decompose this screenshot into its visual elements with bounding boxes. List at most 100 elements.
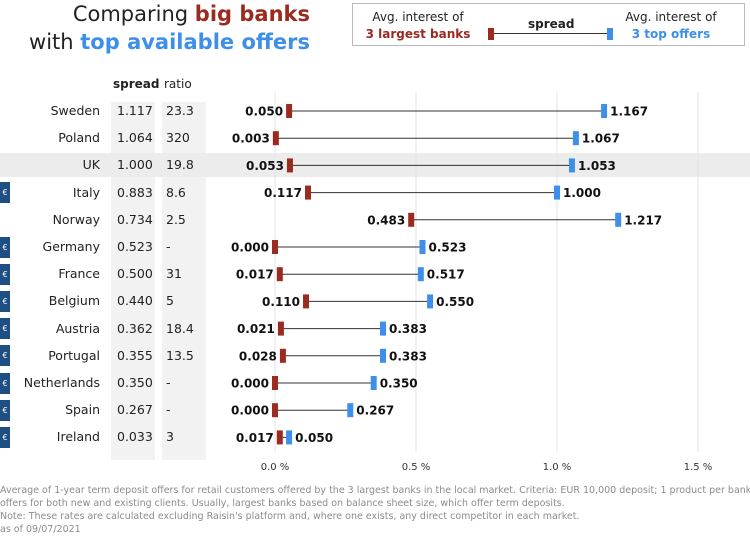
legend-spread: spread: [528, 17, 575, 31]
ratio-value: 18.4: [166, 320, 194, 336]
big-banks-value-label: 0.050: [245, 105, 283, 119]
dumbbell-plot: 0.0 % 0.5 % 1.0 % 1.5 % 0.050 1.167 0.003 1.067…: [231, 92, 713, 473]
country-label: Italy: [72, 184, 100, 200]
big-banks-marker: [277, 321, 284, 336]
top-offers-value-label: 1.000: [563, 186, 601, 200]
big-banks-marker: [304, 185, 311, 200]
big-banks-marker: [286, 158, 293, 173]
big-banks-marker: [276, 430, 283, 445]
x-tick-label: 0.5 %: [402, 462, 431, 473]
spread-column-header: spread: [113, 77, 160, 91]
big-banks-value-label: 0.483: [367, 213, 405, 227]
spread-value: 0.883: [117, 184, 153, 200]
footnote: Average of 1-year term deposit offers fo…: [0, 484, 750, 536]
top-offers-value-label: 1.167: [610, 105, 648, 119]
ratio-value: -: [166, 375, 171, 390]
big-banks-value-label: 0.017: [236, 431, 274, 445]
top-offers-marker: [419, 240, 426, 254]
big-banks-value-label: 0.117: [264, 186, 302, 200]
legend-top-offers-marker: [607, 28, 613, 40]
top-offers-marker: [427, 294, 434, 309]
big-banks-marker: [303, 294, 310, 309]
spread-value: 1.117: [117, 103, 153, 118]
ratio-value: 13.5: [166, 347, 194, 363]
ratio-value: 320: [166, 130, 190, 146]
top-offers-value-label: 0.550: [436, 295, 474, 309]
spread-value: 1.064: [117, 130, 153, 146]
ratio-value: 23.3: [166, 103, 194, 118]
spread-value: 0.350: [117, 375, 153, 390]
x-tick-label: 1.5 %: [684, 462, 713, 473]
title-big-banks: big banks: [194, 2, 310, 26]
top-offers-marker: [347, 403, 354, 418]
legend-right-top: Avg. interest of: [625, 10, 717, 24]
big-banks-marker: [272, 240, 278, 254]
top-offers-marker: [572, 131, 579, 146]
top-offers-value-label: 1.067: [582, 132, 620, 146]
spread-value: 0.440: [117, 293, 153, 309]
country-label: Netherlands: [23, 375, 100, 390]
spread-value: 0.355: [117, 347, 153, 363]
euro-badge: €: [0, 236, 10, 258]
top-offers-value-label: 0.383: [389, 349, 427, 363]
legend-left-bottom: 3 largest banks: [365, 27, 471, 41]
legend-big-banks-marker: [488, 28, 494, 40]
top-offers-marker: [370, 376, 377, 390]
spread-value: 0.523: [117, 239, 153, 254]
country-label: Poland: [58, 130, 100, 146]
big-banks-marker: [272, 131, 279, 146]
spread-value: 1.000: [117, 157, 153, 173]
footnote-line-2: offers for both new and existing clients…: [0, 498, 565, 509]
country-label: Spain: [65, 402, 100, 418]
euro-badge: €: [0, 318, 10, 340]
ratio-value: 3: [166, 429, 174, 445]
big-banks-marker: [276, 267, 283, 282]
euro-badge: €: [0, 345, 10, 367]
legend-right-bottom: 3 top offers: [631, 27, 711, 41]
top-offers-value-label: 0.523: [428, 241, 466, 255]
euro-badge: €: [0, 399, 10, 421]
spread-value: 0.500: [117, 266, 153, 282]
country-label: Sweden: [50, 103, 100, 118]
country-label: UK: [82, 157, 100, 173]
top-offers-marker: [380, 348, 387, 363]
top-offers-value-label: 0.517: [427, 268, 465, 282]
title-line-2: with top available offers: [29, 30, 310, 54]
ratio-value: 31: [166, 266, 182, 282]
legend-connector-line: [491, 33, 610, 34]
ratio-value: 8.6: [166, 184, 186, 200]
spread-value: 0.734: [117, 211, 153, 227]
top-offers-value-label: 0.267: [356, 404, 394, 418]
country-label: France: [58, 266, 100, 282]
top-offers-value-label: 0.350: [380, 377, 418, 391]
euro-badge: €: [0, 263, 10, 285]
big-banks-value-label: 0.110: [262, 295, 300, 309]
legend-left-top: Avg. interest of: [372, 10, 464, 24]
top-offers-marker: [554, 185, 560, 200]
top-offers-value-label: 0.050: [295, 431, 333, 445]
big-banks-value-label: 0.017: [236, 268, 274, 282]
euro-badge: €: [0, 182, 10, 204]
top-offers-marker: [380, 321, 387, 336]
country-label: Germany: [42, 239, 100, 254]
title-line-1: Comparing big banks: [72, 2, 310, 26]
spread-value: 0.267: [117, 402, 153, 418]
footnote-line-3: Note: These rates are calculated excludi…: [0, 511, 580, 522]
spread-value: 0.033: [117, 429, 153, 445]
big-banks-value-label: 0.000: [231, 241, 269, 255]
big-banks-value-label: 0.000: [231, 377, 269, 391]
ratio-value: 2.5: [166, 211, 186, 227]
ratio-value: -: [166, 239, 171, 254]
top-offers-value-label: 1.217: [624, 213, 662, 227]
big-banks-value-label: 0.021: [237, 322, 275, 336]
big-banks-marker: [272, 403, 278, 418]
top-offers-marker: [615, 212, 622, 227]
euro-badge: €: [0, 426, 10, 448]
euro-badge: €: [0, 290, 10, 312]
chart-title: Comparing big banks with top available o…: [0, 0, 310, 56]
big-banks-marker: [408, 212, 415, 227]
top-offers-marker: [417, 267, 424, 282]
legend: Avg. interest of 3 largest banks spread …: [352, 3, 745, 46]
x-tick-label: 1.0 %: [543, 462, 572, 473]
big-banks-marker: [272, 376, 278, 390]
